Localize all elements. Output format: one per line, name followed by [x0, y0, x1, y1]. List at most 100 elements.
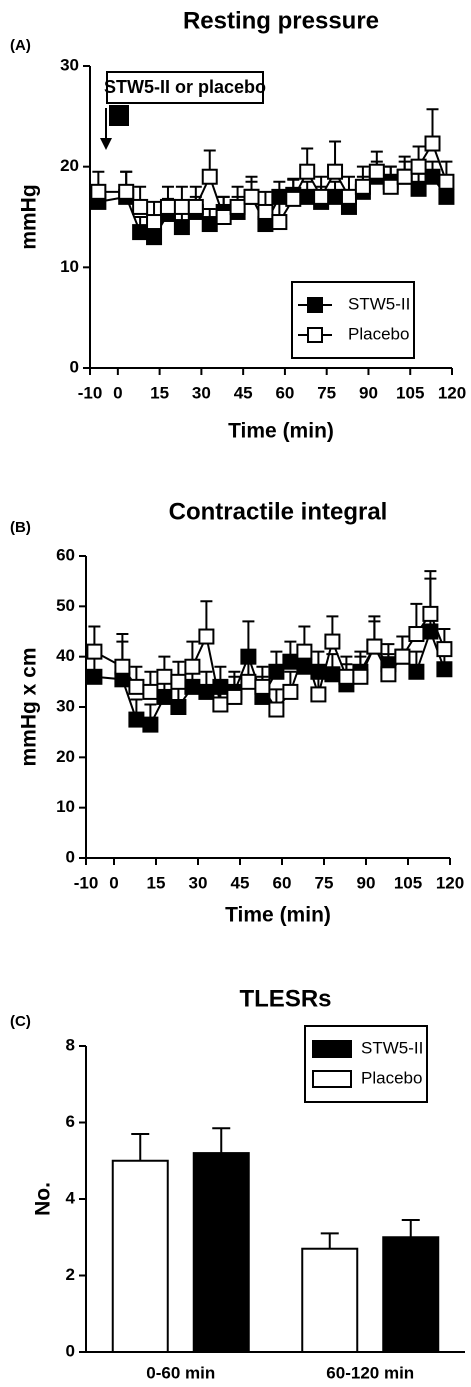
panel-label: (A) [10, 37, 31, 54]
marker [128, 711, 145, 728]
marker [229, 198, 246, 215]
marker [268, 701, 285, 718]
marker [438, 188, 455, 205]
marker [146, 229, 163, 246]
y-tick-label: 50 [56, 596, 75, 615]
marker [201, 216, 218, 233]
error-bar [131, 1132, 150, 1161]
error-bar [320, 1232, 339, 1249]
marker [410, 180, 427, 197]
x-tick-label: 60 [275, 383, 294, 402]
y-tick-label: 2 [66, 1265, 75, 1284]
marker [90, 183, 107, 200]
x-tick-label: 60 [273, 873, 292, 892]
marker [340, 188, 357, 205]
marker [394, 648, 411, 665]
marker [257, 203, 274, 220]
legend-box [291, 281, 415, 359]
x-tick-label: -10 [74, 873, 99, 892]
marker [408, 663, 425, 680]
panel-label: (C) [10, 1013, 31, 1030]
annotation-box [106, 71, 264, 104]
marker [170, 673, 187, 690]
marker [424, 135, 441, 152]
marker [170, 699, 187, 715]
marker [268, 663, 285, 680]
marker [422, 623, 439, 640]
marker [310, 663, 327, 680]
y-tick-label: 60 [56, 545, 75, 564]
y-axis-title: mmHg [18, 184, 41, 249]
legend-label: STW5-II [361, 1038, 423, 1057]
x-tick-label: 30 [192, 383, 211, 402]
y-tick-label: 0 [66, 847, 75, 866]
marker [327, 188, 344, 205]
marker [156, 688, 173, 705]
marker [86, 643, 103, 660]
x-tick-label: 75 [315, 873, 334, 892]
x-tick-label: 15 [150, 383, 169, 402]
legend-marker [307, 327, 323, 343]
marker [368, 163, 385, 180]
marker [114, 658, 131, 675]
marker [354, 178, 371, 195]
marker [226, 688, 243, 705]
x-tick-label: 45 [231, 873, 250, 892]
marker [422, 605, 439, 622]
marker [184, 678, 201, 695]
y-tick-label: 20 [60, 156, 79, 175]
legend-swatch [312, 1040, 352, 1058]
y-tick-label: 20 [56, 747, 75, 766]
chart-title: Contractile integral [169, 498, 388, 525]
marker [352, 668, 369, 685]
marker [271, 188, 288, 205]
marker [324, 633, 341, 650]
marker [240, 648, 257, 665]
y-tick-label: 10 [56, 797, 75, 816]
arrow-head [100, 138, 112, 150]
marker [310, 686, 327, 703]
legend-label: STW5-II [348, 294, 410, 313]
marker [408, 626, 425, 643]
x-axis-title: Time (min) [225, 904, 331, 927]
y-tick-label: 40 [56, 646, 75, 665]
x-tick-label: -10 [78, 383, 103, 402]
y-tick-label: 0 [70, 357, 79, 376]
marker [436, 661, 453, 678]
x-tick-label: 30 [189, 873, 208, 892]
marker [159, 198, 176, 215]
chart-title: TLESRs [239, 985, 331, 1012]
x-axis-title: Time (min) [228, 420, 334, 443]
legend-label: Placebo [348, 324, 409, 343]
y-axis-title: mmHg x cm [18, 647, 41, 766]
marker [142, 716, 159, 733]
marker [382, 178, 399, 195]
marker [184, 658, 201, 675]
bar [301, 1247, 359, 1353]
marker [313, 188, 330, 205]
y-tick-label: 6 [66, 1112, 75, 1131]
marker [410, 158, 427, 175]
bar [111, 1159, 169, 1353]
error-bar [212, 1127, 231, 1154]
marker [438, 173, 455, 190]
x-tick-label: 0-60 min [146, 1363, 215, 1382]
marker [86, 668, 103, 685]
legend-marker [307, 297, 323, 313]
marker [424, 168, 441, 185]
y-axis-title: No. [32, 1182, 55, 1216]
legend-box [304, 1025, 428, 1103]
marker [299, 188, 316, 205]
x-tick-label: 105 [394, 873, 422, 892]
x-tick-label: 120 [436, 873, 464, 892]
marker [282, 683, 299, 700]
x-tick-label: 15 [147, 873, 166, 892]
y-tick-label: 10 [60, 257, 79, 276]
marker [142, 683, 159, 700]
legend-swatch [312, 1070, 352, 1088]
marker [212, 678, 229, 695]
panel-label: (B) [10, 519, 31, 536]
marker [296, 658, 313, 675]
x-tick-label: 90 [359, 383, 378, 402]
